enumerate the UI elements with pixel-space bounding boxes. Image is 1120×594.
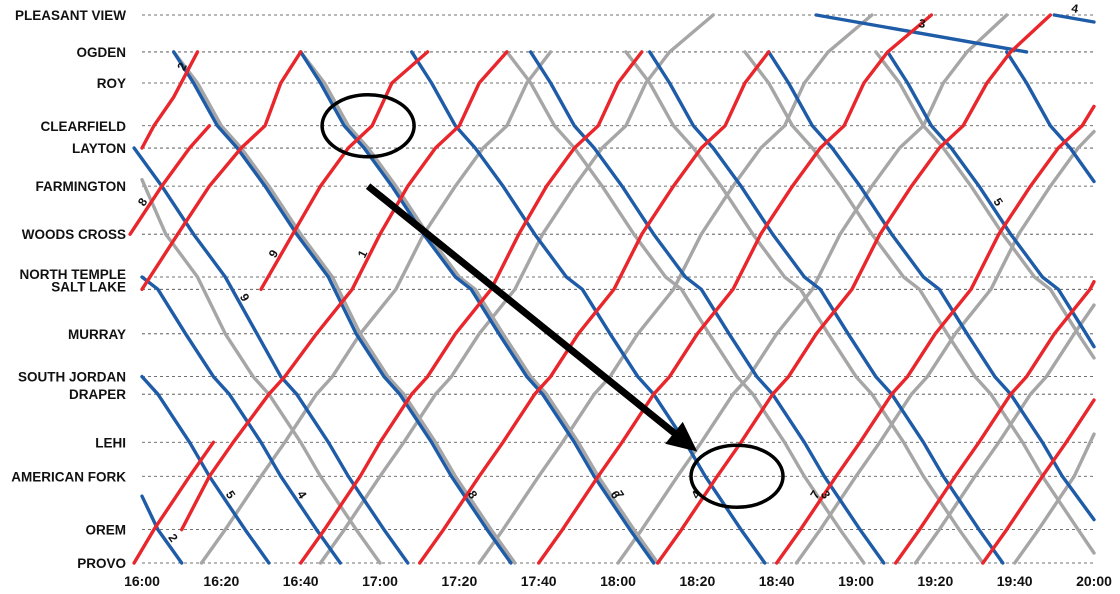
train-path-southbound-blue (299, 50, 656, 565)
station-label: PROVO (77, 556, 126, 571)
train-path-southbound-gray (624, 50, 985, 565)
train-path-northbound-gray (616, 13, 1009, 565)
station-labels: PLEASANT VIEW OGDEN ROY CLEARFIELD LAYTON FAR… (11, 8, 126, 571)
x-tick-label: 17:40 (521, 573, 557, 589)
train-path-northbound-red (128, 124, 212, 236)
train-path-southbound-gray (299, 50, 660, 565)
train-path-northbound-red (656, 13, 1053, 565)
train-path-southbound-blue (132, 146, 410, 565)
station-label: CLEARFIELD (41, 119, 127, 134)
station-label: NORTH TEMPLE (20, 267, 127, 282)
train-number-label: 3 (918, 16, 927, 31)
station-label: MURRAY (68, 327, 126, 342)
train-path-northbound-red (894, 280, 1096, 565)
train-paths (128, 13, 1096, 565)
station-label: SOUTH JORDAN (18, 370, 126, 385)
x-tick-label: 18:40 (759, 573, 795, 589)
train-path-southbound-blue (767, 50, 1096, 522)
train-path-northbound-red (259, 50, 430, 291)
train-path-southbound-blue (1052, 13, 1096, 24)
x-tick-label: 18:00 (600, 573, 636, 589)
station-label: SALT LAKE (51, 279, 126, 294)
station-label: AMERICAN FORK (11, 469, 126, 484)
train-path-southbound-blue (886, 50, 1096, 349)
x-tick-label: 20:00 (1076, 573, 1112, 589)
station-label: ROY (97, 76, 126, 91)
train-path-northbound-gray (794, 129, 1096, 565)
station-label: PLEASANT VIEW (15, 8, 126, 23)
x-tick-label: 19:20 (917, 573, 953, 589)
station-label: LAYTON (72, 141, 126, 156)
train-path-southbound-blue (529, 50, 886, 565)
station-label: WOODS CROSS (22, 227, 126, 242)
x-tick-label: 17:00 (362, 573, 398, 589)
x-tick-label: 19:40 (997, 573, 1033, 589)
train-path-southbound-blue (171, 50, 513, 565)
station-gridlines (142, 14, 1094, 564)
x-tick-label: 17:20 (441, 573, 477, 589)
x-tick-label: 16:00 (124, 573, 160, 589)
x-tick-label: 16:40 (283, 573, 319, 589)
train-path-northbound-red (981, 398, 1096, 565)
x-tick-label: 16:20 (203, 573, 239, 589)
train-path-northbound-gray (1013, 432, 1096, 565)
train-path-southbound-gray (505, 50, 866, 565)
train-path-northbound-gray (913, 303, 1096, 565)
highlight-circle (320, 93, 416, 159)
train-path-northbound-red (537, 13, 934, 565)
station-label: OREM (86, 523, 127, 538)
train-path-southbound-blue (648, 50, 1005, 565)
annotations (320, 93, 785, 510)
train-path-northbound-red (299, 50, 644, 565)
train-path-southbound-blue (410, 50, 767, 565)
x-tick-label: 19:00 (838, 573, 874, 589)
train-path-northbound-gray (318, 13, 715, 565)
train-number-label: 1 (355, 247, 371, 260)
arrow-head (665, 421, 698, 452)
train-path-southbound-gray (874, 50, 1096, 360)
station-label: DRAPER (69, 387, 126, 402)
station-label: LEHI (95, 435, 126, 450)
train-path-northbound-gray (199, 50, 553, 565)
train-number-label: 4 (1070, 1, 1079, 16)
train-path-northbound-red (140, 50, 303, 291)
train-path-southbound-gray (171, 50, 517, 565)
x-tick-label: 18:20 (679, 573, 715, 589)
train-path-northbound-red (140, 50, 200, 150)
train-path-northbound-red (132, 440, 216, 565)
train-path-northbound-red (775, 104, 1096, 565)
train-path-southbound-gray (743, 50, 1096, 555)
station-label: OGDEN (76, 45, 126, 60)
station-label: FARMINGTON (36, 179, 127, 194)
train-path-northbound-red (179, 50, 509, 532)
train-path-southbound-gray (140, 177, 382, 565)
train-path-southbound-blue (140, 494, 184, 565)
highlight-circle (689, 443, 785, 510)
train-path-southbound-blue (140, 275, 342, 565)
train-number-label: 9 (237, 291, 253, 304)
train-path-southbound-blue (814, 13, 1029, 54)
arrow-shaft (365, 183, 681, 440)
x-axis-ticks: 16:00 16:20 16:40 17:00 17:20 17:40 18:00 18:20… (124, 573, 1112, 589)
train-path-northbound-red (418, 50, 771, 565)
train-path-southbound-blue (1005, 50, 1096, 184)
